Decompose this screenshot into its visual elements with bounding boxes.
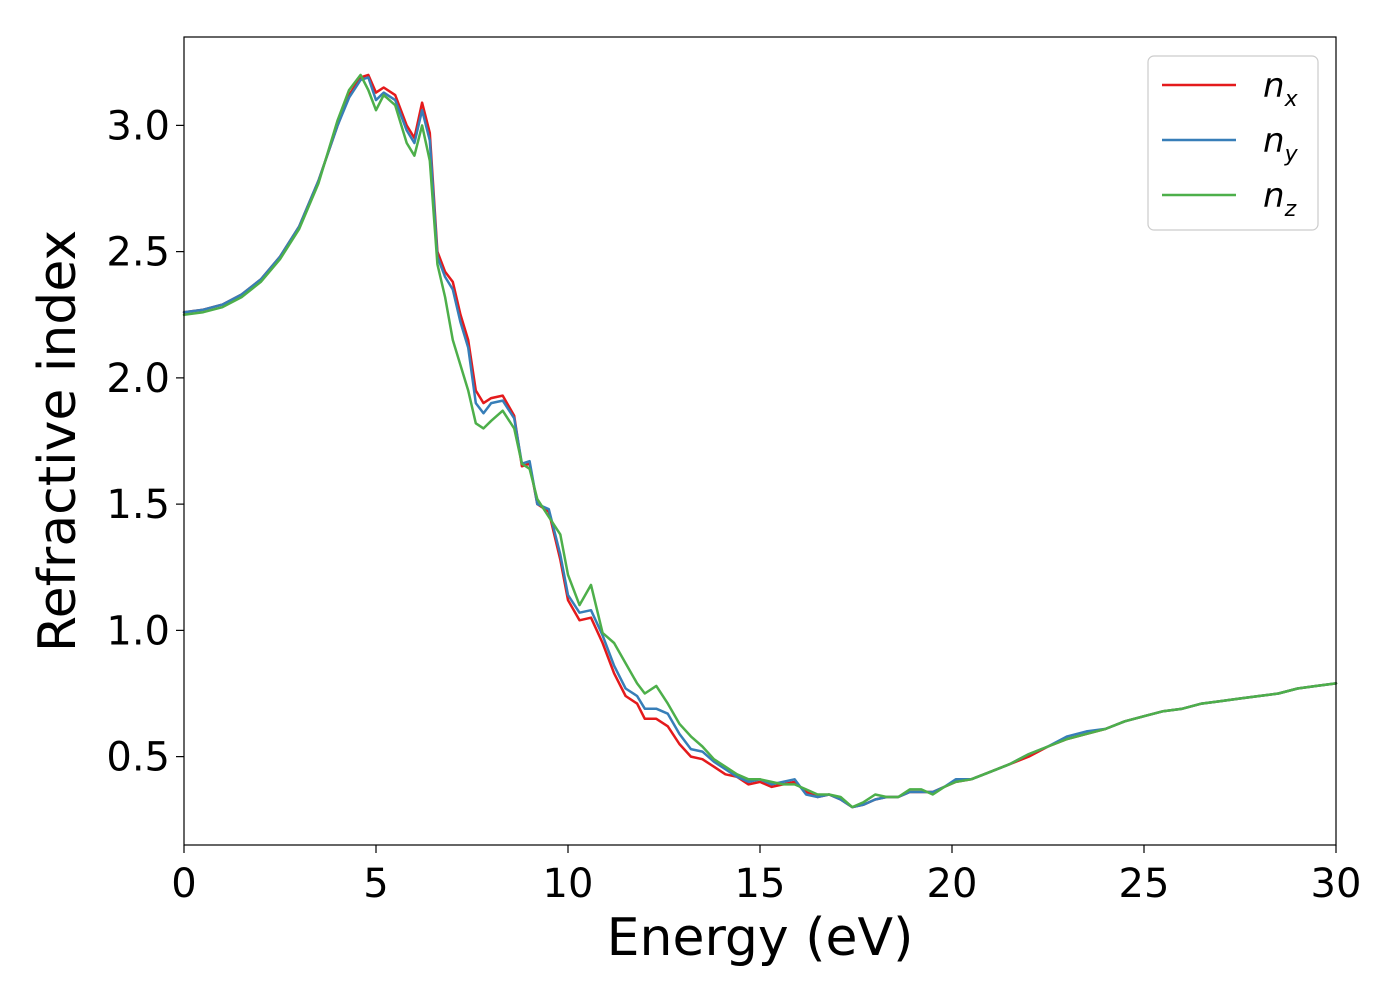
y-tick-label: 1.5	[106, 482, 170, 528]
legend-box	[1147, 55, 1319, 231]
x-tick-label: 10	[543, 861, 594, 907]
x-tick-label: 20	[927, 861, 978, 907]
legend-label-subscript: z	[1284, 197, 1297, 222]
y-tick-label: 2.5	[106, 230, 170, 276]
legend-label: ny	[1263, 121, 1299, 167]
x-tick-label: 0	[171, 861, 196, 907]
x-tick-label: 25	[1119, 861, 1170, 907]
y-tick-label: 3.0	[106, 103, 170, 149]
series-line-nz	[182, 73, 1338, 809]
legend-label: nz	[1263, 176, 1297, 222]
y-axis: 0.5 1.0 1.5 2.0 2.5 3.0	[106, 103, 184, 781]
y-tick-label: 1.0	[106, 608, 170, 654]
series-layer	[182, 73, 1338, 809]
legend-label-main: n	[1263, 66, 1285, 106]
x-tick-label: 15	[735, 861, 786, 907]
x-tick-label: 30	[1311, 861, 1362, 907]
x-axis-title: Energy (eV)	[607, 908, 914, 968]
legend-label-subscript: x	[1284, 87, 1299, 112]
legend-label-subscript: y	[1284, 142, 1299, 167]
x-tick-label: 5	[363, 861, 388, 907]
legend-label: nx	[1263, 66, 1299, 112]
legend-label-main: n	[1263, 121, 1285, 161]
y-tick-label: 0.5	[106, 735, 170, 781]
legend-label-main: n	[1263, 176, 1285, 216]
y-tick-label: 2.0	[106, 356, 170, 402]
y-axis-title: Refractive index	[28, 230, 88, 652]
x-axis: 0 5 10 15 20 25 30	[171, 845, 1361, 907]
plot-area	[182, 36, 1338, 846]
